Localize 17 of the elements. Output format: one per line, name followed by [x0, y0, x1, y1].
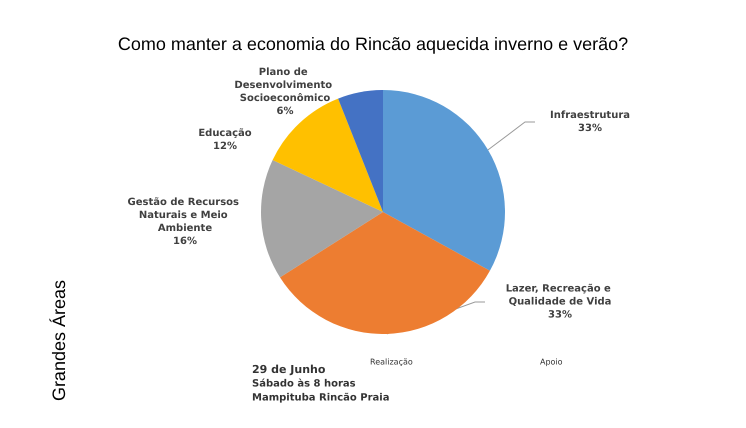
slice-label: Plano de Desenvolvimento Socioeconômico: [234, 67, 336, 104]
text: Grandes Áreas: [49, 280, 69, 402]
text: Realização: [370, 358, 413, 366]
text: 29 de Junho: [252, 363, 326, 376]
slice-label: Gestão de Recursos Naturais e Meio Ambiente: [128, 197, 242, 234]
data-label: 6%: [276, 106, 294, 117]
data-label: 33%: [578, 123, 602, 134]
text: Mampituba Rincão Praia: [252, 392, 390, 404]
text: Sábado às 8 horas: [252, 378, 356, 390]
chart-title: Como manter a economia do Rincão aquecida inverno e verão?: [118, 34, 628, 54]
data-label: 12%: [213, 141, 237, 152]
data-label: 16%: [173, 236, 197, 247]
slice-label: Lazer, Recreação e Qualidade de Vida: [506, 284, 614, 308]
slice-label: Educação: [198, 128, 252, 139]
text: Apoio: [540, 358, 563, 366]
data-label: 33%: [548, 310, 572, 320]
slice-label: Infraestrutura: [550, 110, 630, 121]
